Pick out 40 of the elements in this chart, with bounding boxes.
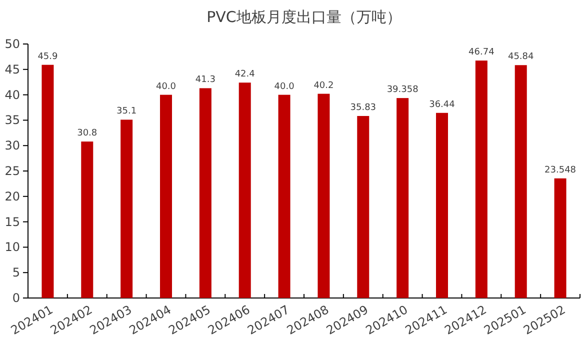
y-tick-label: 0 — [12, 291, 20, 305]
y-tick-label: 30 — [4, 138, 20, 153]
data-label: 42.4 — [234, 70, 256, 80]
chart-title: PVC地板月度出口量（万吨） — [206, 8, 402, 26]
bar — [436, 112, 448, 298]
bar — [554, 178, 566, 298]
bar — [42, 64, 54, 298]
y-tick-label: 40 — [4, 88, 20, 102]
bar — [120, 120, 133, 298]
bar — [278, 94, 290, 298]
y-tick-label: 15 — [4, 214, 20, 229]
data-label: 39.358 — [386, 85, 419, 96]
data-label: 35.83 — [350, 102, 376, 113]
bar — [475, 60, 488, 298]
data-label: 40.0 — [274, 82, 295, 92]
bar — [238, 82, 251, 298]
data-label: 40.2 — [314, 80, 334, 91]
y-tick-label: 35 — [4, 113, 20, 128]
bar — [81, 142, 94, 298]
y-tick-label: 50 — [4, 37, 20, 51]
data-label: 35.1 — [116, 106, 137, 117]
y-tick-label: 45 — [4, 62, 20, 76]
data-label: 40.0 — [156, 82, 176, 92]
data-label: 45.9 — [38, 52, 58, 62]
y-tick-label: 10 — [4, 240, 20, 254]
data-label: 46.74 — [468, 48, 495, 58]
data-label: 36.44 — [429, 100, 456, 110]
bar — [514, 65, 527, 298]
bar — [160, 94, 172, 298]
data-label: 41.3 — [195, 75, 216, 86]
data-label: 23.548 — [544, 165, 576, 176]
data-label: 30.8 — [77, 128, 98, 139]
y-tick-label: 25 — [4, 164, 20, 178]
bar — [357, 116, 370, 298]
y-tick-label: 20 — [4, 189, 20, 204]
bar — [318, 94, 330, 298]
bar — [199, 88, 212, 298]
y-tick-label: 5 — [12, 266, 20, 280]
data-label: 45.84 — [508, 52, 534, 62]
bar — [396, 98, 409, 298]
